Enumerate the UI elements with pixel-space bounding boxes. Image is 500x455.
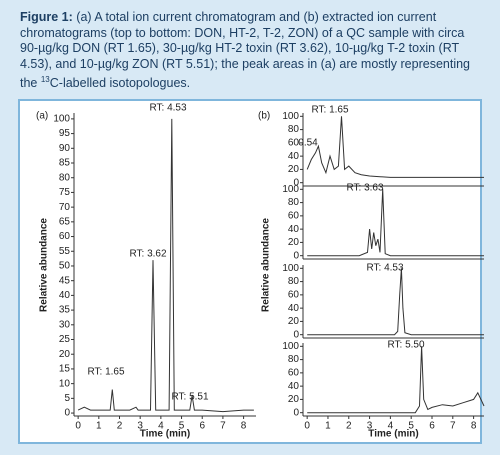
y-tick-label: 0 <box>293 407 299 418</box>
trace <box>306 116 484 178</box>
x-axis-label: Time (min) <box>140 429 190 440</box>
y-tick-label: 80 <box>288 124 300 135</box>
x-tick-label: 4 <box>388 421 394 432</box>
y-tick-label: 100 <box>282 263 299 274</box>
x-tick-label: 5 <box>179 421 185 432</box>
y-tick-label: 0 <box>293 177 299 188</box>
caption-label: Figure 1: <box>20 10 73 24</box>
peak-annotation: RT: 3.62 <box>129 249 166 260</box>
y-tick-label: 10 <box>59 378 71 389</box>
x-tick-label: 5 <box>408 421 414 432</box>
y-tick-label: 100 <box>282 341 299 352</box>
y-tick-label: 100 <box>282 111 299 122</box>
y-tick-label: 0 <box>293 250 299 261</box>
x-tick-label: 7 <box>450 421 456 432</box>
trace <box>307 346 485 414</box>
y-tick-label: 55 <box>59 246 71 257</box>
x-tick-label: 3 <box>367 421 373 432</box>
y-tick-label: 60 <box>288 290 300 301</box>
y-tick-label: 20 <box>288 164 300 175</box>
chart-frame <box>18 99 482 444</box>
x-tick-label: 3 <box>137 421 143 432</box>
y-tick-label: 80 <box>59 172 71 183</box>
y-tick-label: 85 <box>59 158 71 169</box>
y-tick-label: 60 <box>288 138 300 149</box>
y-tick-label: 95 <box>59 128 71 139</box>
panel-label: (b) <box>258 111 270 122</box>
y-axis-label: Relative abundance <box>39 218 50 312</box>
peak-annotation: RT: 4.53 <box>366 263 403 274</box>
y-tick-label: 70 <box>59 202 71 213</box>
peak-annotation: 0.54 <box>298 138 318 149</box>
x-tick-label: 0 <box>75 421 81 432</box>
y-tick-label: 20 <box>288 316 300 327</box>
x-tick-label: 6 <box>199 421 205 432</box>
y-tick-label: 80 <box>288 197 300 208</box>
x-tick-label: 4 <box>158 421 164 432</box>
y-tick-label: 0 <box>293 329 299 340</box>
y-tick-label: 40 <box>288 151 300 162</box>
y-tick-label: 0 <box>64 408 70 419</box>
y-tick-label: 15 <box>59 364 71 375</box>
x-tick-label: 8 <box>241 421 247 432</box>
y-tick-label: 25 <box>59 334 71 345</box>
y-tick-label: 5 <box>64 393 70 404</box>
y-tick-label: 90 <box>59 143 71 154</box>
peak-annotation: RT: 1.65 <box>311 105 348 116</box>
x-tick-label: 2 <box>117 421 123 432</box>
x-tick-label: 8 <box>471 421 477 432</box>
x-tick-label: 7 <box>220 421 226 432</box>
peak-annotation: RT: 4.53 <box>149 103 186 114</box>
caption-text-end: C-labelled isotopologues. <box>49 76 191 91</box>
y-tick-label: 50 <box>59 261 71 272</box>
y-tick-label: 40 <box>59 290 71 301</box>
x-tick-label: 6 <box>429 421 435 432</box>
y-axis-label: Relative abundance <box>261 218 272 312</box>
x-tick-label: 1 <box>96 421 102 432</box>
y-tick-label: 40 <box>288 303 300 314</box>
y-tick-label: 60 <box>288 368 300 379</box>
y-tick-label: 20 <box>59 349 71 360</box>
y-tick-label: 30 <box>59 319 71 330</box>
trace <box>307 268 484 336</box>
y-tick-label: 60 <box>288 211 300 222</box>
y-tick-label: 35 <box>59 305 71 316</box>
y-tick-label: 45 <box>59 275 71 286</box>
x-tick-label: 1 <box>325 421 331 432</box>
x-tick-label: 0 <box>304 421 310 432</box>
trace <box>307 189 484 257</box>
y-tick-label: 100 <box>282 184 299 195</box>
peak-annotation: RT: 1.65 <box>87 367 124 378</box>
y-tick-label: 65 <box>59 216 71 227</box>
y-tick-label: 100 <box>53 114 70 125</box>
y-tick-label: 80 <box>288 276 300 287</box>
caption: Figure 1: (a) A total ion current chroma… <box>20 10 482 92</box>
y-tick-label: 40 <box>288 224 300 235</box>
x-axis-label: Time (min) <box>368 429 418 440</box>
peak-annotation: RT: 3.63 <box>346 183 383 194</box>
y-tick-label: 75 <box>59 187 71 198</box>
y-tick-label: 60 <box>59 231 71 242</box>
y-tick-label: 40 <box>288 381 300 392</box>
caption-superscript: 13 <box>40 75 50 84</box>
y-tick-label: 20 <box>288 394 300 405</box>
y-tick-label: 80 <box>288 354 300 365</box>
peak-annotation: RT: 5.51 <box>171 392 208 403</box>
trace <box>77 118 254 413</box>
peak-annotation: RT: 5.50 <box>387 340 424 351</box>
panel-label: (a) <box>36 111 48 122</box>
caption-text: (a) A total ion current chromatogram and… <box>20 10 471 91</box>
x-tick-label: 2 <box>346 421 352 432</box>
y-tick-label: 20 <box>288 237 300 248</box>
